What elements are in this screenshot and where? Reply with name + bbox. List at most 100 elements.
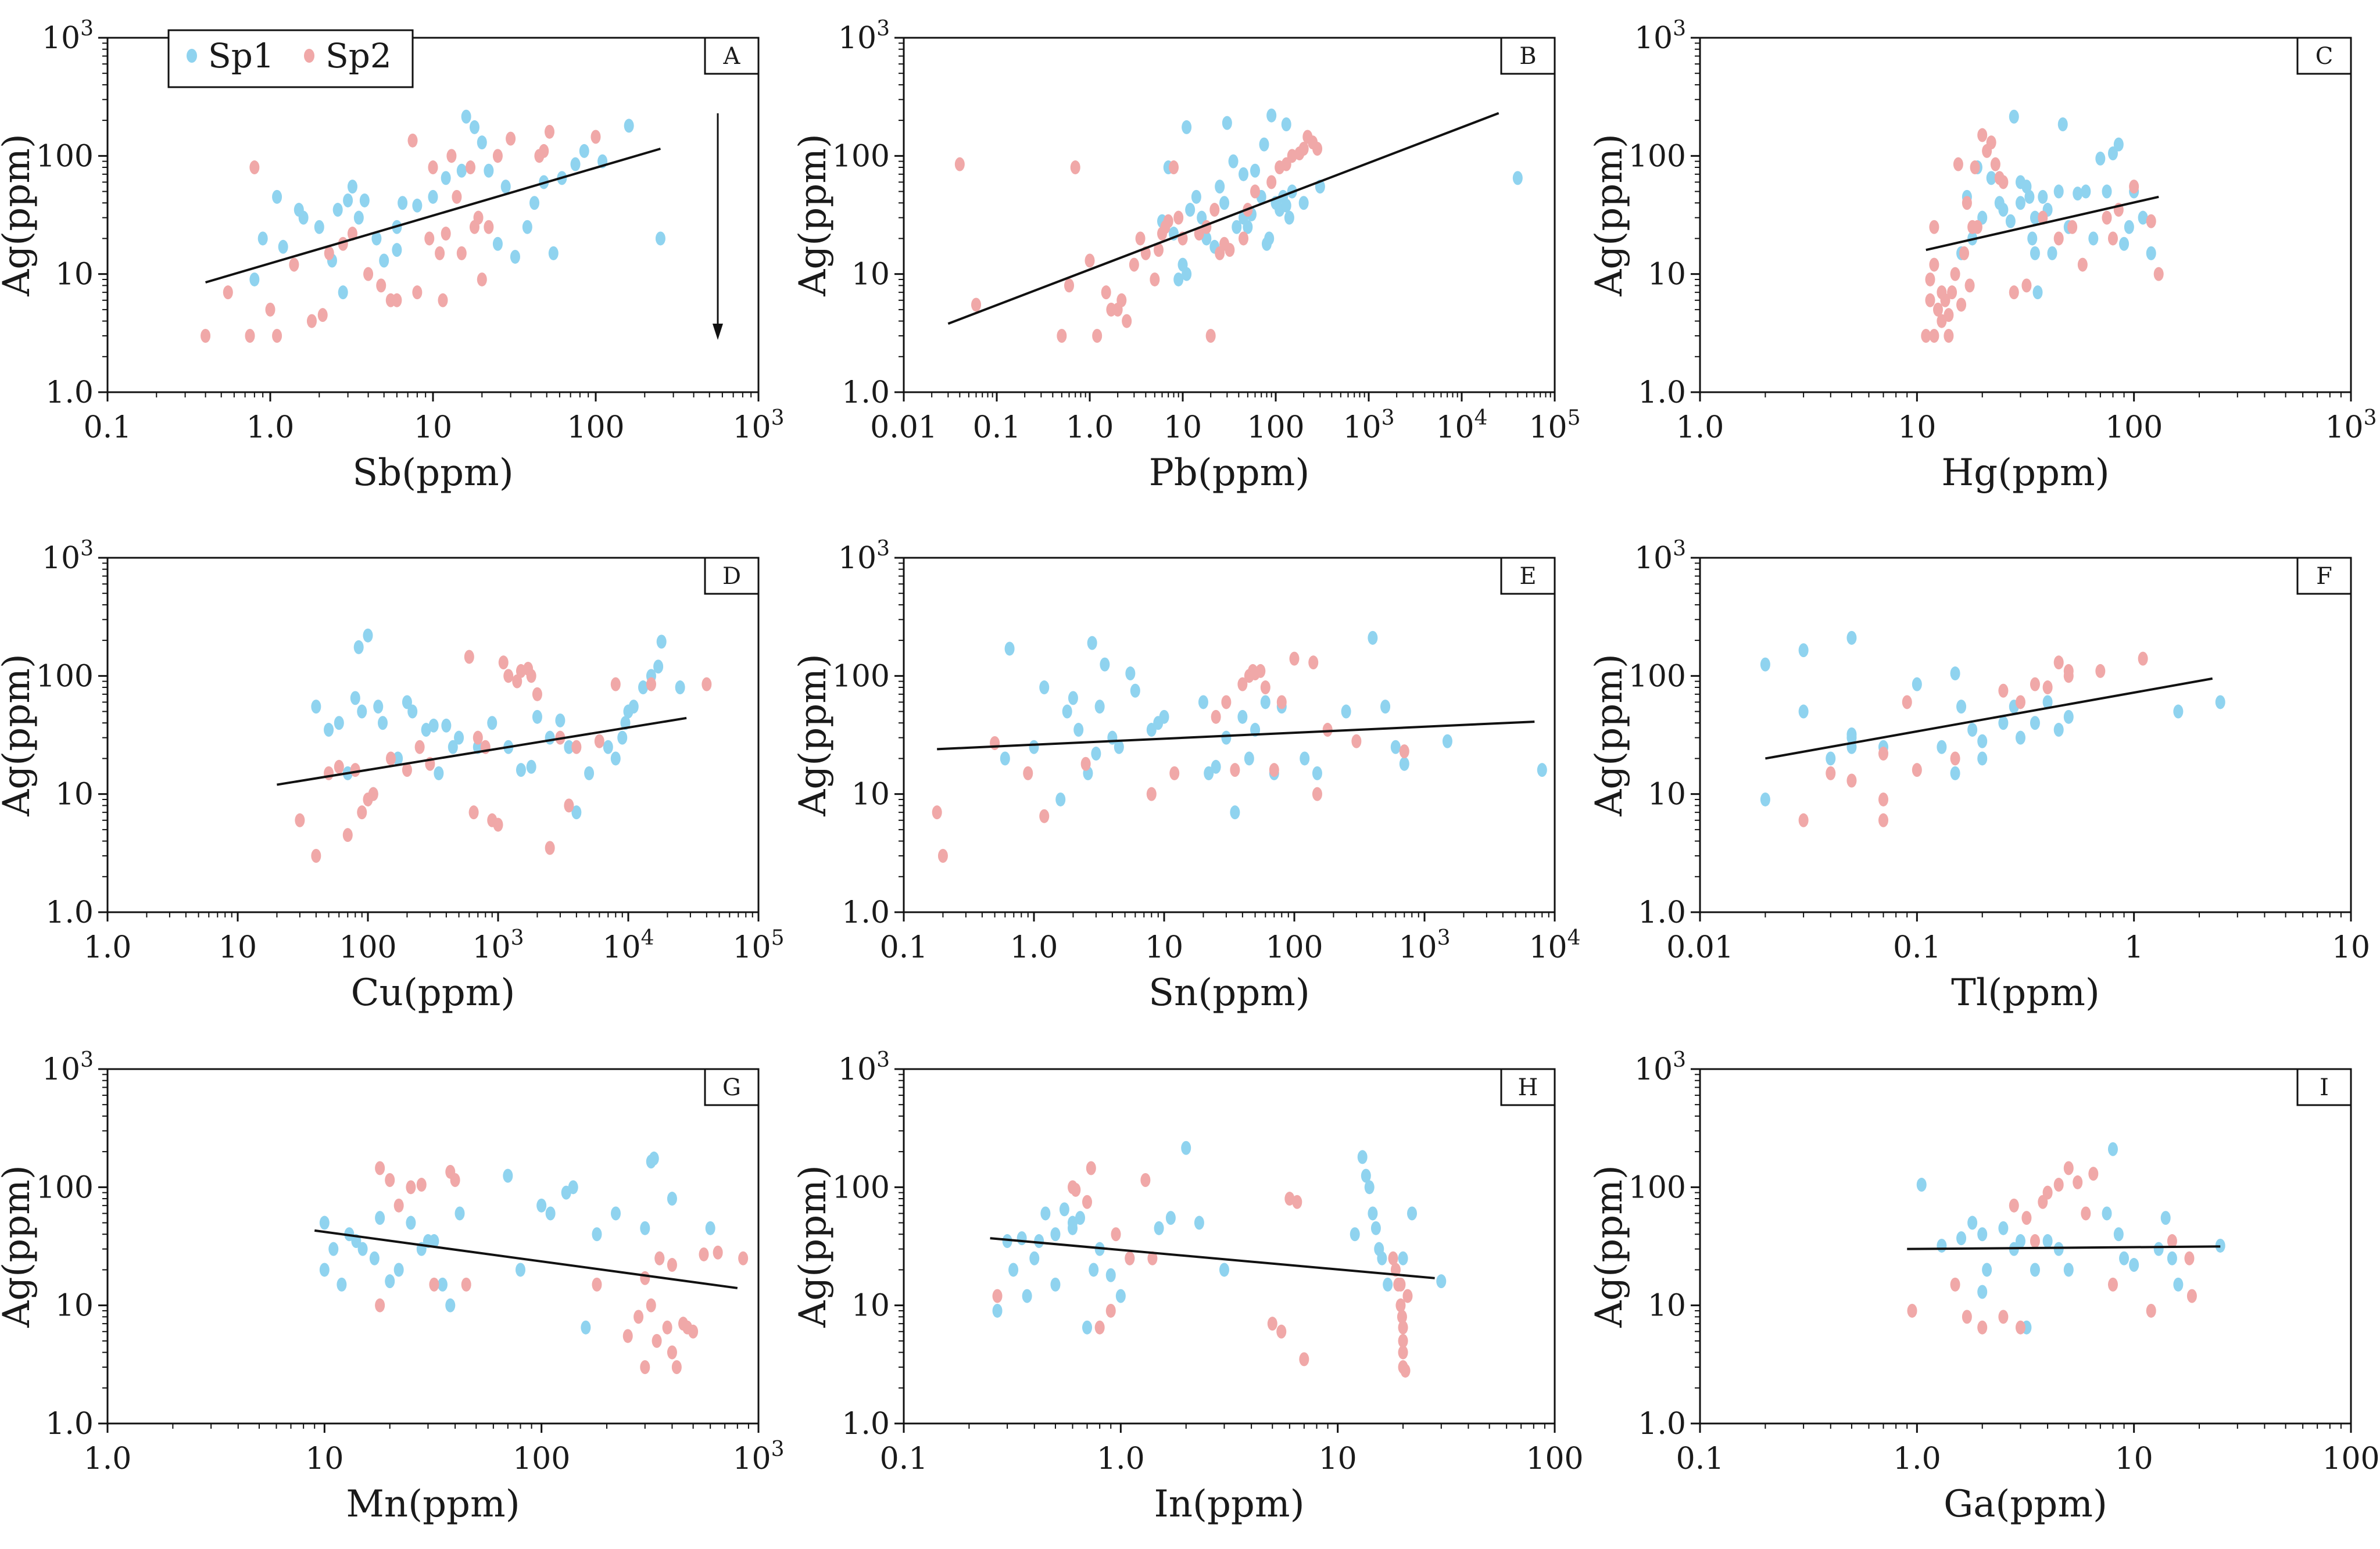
data-point-sp1-a (655, 231, 665, 246)
data-point-sp2-c (1977, 128, 1988, 142)
x-tick-label-b: 10 (1164, 410, 1202, 445)
data-point-sp1-a (371, 231, 382, 246)
x-tick-label-d: 10 (219, 930, 257, 965)
data-point-sp1-d (532, 709, 542, 724)
x-tick-label-b: 0.01 (870, 410, 937, 445)
y-tick-label-b: 10 (851, 257, 890, 292)
data-point-sp1-i (2102, 1206, 2112, 1221)
data-point-sp2-e (1289, 651, 1300, 666)
y-tick-label-e: 1.0 (842, 895, 890, 930)
data-point-sp2-i (1977, 1320, 1988, 1335)
x-tick-label-c: 1.0 (1676, 410, 1724, 445)
data-point-sp2-c (2053, 231, 2064, 246)
legend-sp2-label: Sp2 (325, 36, 392, 76)
data-point-sp2-h (1086, 1161, 1096, 1175)
x-tick-label-g: 103 (732, 1437, 784, 1476)
data-point-sp2-b (1163, 214, 1173, 228)
data-point-sp1-e (1073, 723, 1084, 737)
data-point-sp2-f (2015, 695, 2025, 709)
data-point-sp2-i (2009, 1198, 2019, 1213)
y-tick-label-f: 100 (1629, 659, 1686, 694)
data-point-sp2-d (512, 674, 522, 689)
data-point-sp1-b (1232, 220, 1242, 234)
data-point-sp2-f (1878, 813, 1889, 827)
data-point-sp1-g (592, 1227, 602, 1242)
data-point-sp1-d (584, 766, 595, 780)
data-point-sp2-g (622, 1329, 633, 1343)
data-point-sp2-d (564, 798, 574, 813)
data-point-sp2-g (640, 1271, 650, 1285)
data-point-sp1-d (545, 730, 555, 745)
data-point-sp1-h (1377, 1251, 1387, 1265)
data-point-sp2-b (1135, 231, 1146, 246)
data-point-sp2-h (1071, 1182, 1081, 1197)
y-tick-label-b: 100 (832, 139, 890, 174)
data-point-sp2-e (1211, 709, 1221, 724)
data-point-sp1-a (249, 272, 260, 286)
data-point-sp2-i (1998, 1310, 2009, 1324)
data-point-sp1-e (1204, 766, 1214, 780)
data-point-sp2-g (406, 1180, 416, 1195)
data-point-sp1-h (1361, 1168, 1371, 1183)
panel-letter-box-f (2296, 557, 2352, 595)
data-point-sp2-h (1395, 1298, 1406, 1313)
data-point-sp1-i (1998, 1221, 2009, 1235)
data-point-sp2-f (2095, 664, 2106, 678)
data-point-sp2-c (2021, 278, 2032, 293)
data-point-sp2-g (667, 1345, 677, 1360)
data-point-sp2-c (1986, 135, 1996, 150)
data-point-sp2-c (2077, 257, 2088, 272)
x-tick-label-f: 10 (2332, 930, 2370, 965)
x-axis-title-b: Pb(ppm) (1149, 451, 1310, 494)
data-point-sp1-h (1050, 1277, 1061, 1292)
data-point-sp1-i (2030, 1263, 2040, 1277)
data-point-sp2-h (1402, 1289, 1413, 1303)
data-point-sp2-h (1125, 1251, 1135, 1265)
x-tick-label-d: 105 (732, 926, 784, 965)
data-point-sp2-a (201, 328, 211, 343)
data-point-sp1-i (2015, 1234, 2025, 1249)
y-tick-label-f: 103 (1634, 537, 1686, 576)
data-point-sp2-a (441, 227, 451, 241)
data-point-sp2-b (1209, 203, 1220, 217)
data-point-sp1-a (272, 189, 282, 204)
y-tick-label-e: 100 (832, 659, 890, 694)
data-point-sp2-a (477, 272, 487, 286)
fit-line-i (1907, 1245, 2221, 1250)
data-point-sp1-e (1211, 759, 1221, 774)
x-tick-label-f: 0.1 (1893, 930, 1941, 965)
data-point-sp1-b (1219, 196, 1230, 210)
data-point-sp1-e (1091, 747, 1101, 761)
data-point-sp2-a (272, 328, 282, 343)
data-point-sp1-g (406, 1215, 416, 1230)
data-point-sp1-g (545, 1206, 556, 1221)
x-tick-label-e: 10 (1145, 930, 1183, 965)
data-point-sp1-g (319, 1215, 330, 1230)
data-point-sp2-d (493, 817, 503, 832)
y-tick-label-b: 103 (838, 17, 890, 56)
data-point-sp2-e (1221, 695, 1232, 709)
data-point-sp2-i (2184, 1251, 2195, 1265)
data-point-sp2-e (1351, 734, 1362, 748)
data-point-sp2-a (412, 285, 423, 300)
data-point-sp2-h (1267, 1317, 1277, 1331)
x-tick-label-a: 0.1 (84, 410, 132, 445)
data-point-sp1-b (1173, 272, 1184, 286)
data-point-sp1-h (1370, 1221, 1381, 1235)
data-point-sp2-a (506, 131, 516, 146)
data-point-sp2-e (1080, 756, 1091, 771)
data-point-sp1-c (2073, 187, 2083, 201)
data-point-sp2-a (347, 227, 357, 241)
data-point-sp1-b (1512, 171, 1523, 185)
data-point-sp1-d (393, 751, 403, 766)
x-axis-title-h: In(ppm) (1154, 1483, 1304, 1526)
panel-letter-box-h (1500, 1068, 1556, 1106)
data-point-sp2-b (1129, 257, 1139, 272)
data-point-sp1-e (1312, 766, 1322, 780)
y-tick-label-a: 100 (36, 139, 94, 174)
data-point-sp2-e (1230, 763, 1240, 777)
data-point-sp2-b (1298, 141, 1309, 156)
x-tick-label-h: 100 (1526, 1442, 1583, 1476)
plot-frame-i (1699, 1068, 2352, 1425)
